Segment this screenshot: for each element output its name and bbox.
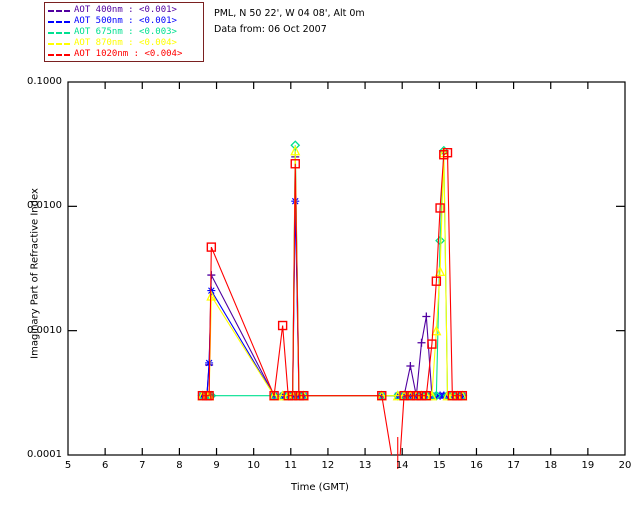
marker-square — [287, 390, 298, 401]
y-tick-label: 0.0010 — [27, 324, 62, 336]
marker-plus — [417, 338, 426, 347]
marker-square — [299, 390, 309, 401]
legend-item-label: AOT 675nm : <0.003> — [74, 27, 177, 37]
x-tick-label: 18 — [544, 460, 558, 471]
series-line — [202, 156, 463, 397]
marker-square — [427, 339, 437, 349]
x-axis-title: Time (GMT) — [291, 482, 349, 493]
legend: AOT 400nm : <0.001> AOT 500nm : <0.001> AO… — [44, 2, 204, 62]
x-tick-label: 11 — [284, 460, 298, 471]
y-axis-tick-labels: 0.0001 0.0010 0.0100 0.1000 — [6, 0, 62, 512]
y-tick-label: 0.0100 — [27, 200, 62, 212]
marker-square — [206, 242, 217, 252]
legend-item-label: AOT 870nm : <0.004> — [74, 38, 177, 48]
marker-triangle — [206, 290, 217, 301]
axis-ticks — [68, 82, 625, 455]
y-axis-title: Imaginary Part of Refractive Index — [29, 188, 41, 359]
series-2 — [197, 140, 468, 401]
legend-item-870nm: AOT 870nm : <0.004> — [48, 38, 200, 49]
legend-item-label: AOT 500nm : <0.001> — [74, 16, 177, 26]
marker-square — [431, 276, 442, 286]
series-0 — [198, 152, 467, 400]
marker-square — [435, 203, 445, 213]
x-axis-tick-labels: 5 6 7 8 9 10 11 12 13 14 15 16 17 18 19 20 — [0, 461, 640, 475]
marker-square — [399, 390, 409, 401]
x-tick-label: 13 — [358, 460, 372, 471]
marker-square — [411, 390, 422, 401]
series-line — [202, 145, 463, 397]
x-tick-label: 6 — [101, 460, 109, 471]
x-tick-label: 7 — [139, 460, 146, 471]
legend-item-1020nm: AOT 1020nm : <0.004> — [48, 49, 200, 60]
legend-item-400nm: AOT 400nm : <0.001> — [48, 5, 200, 16]
x-tick-label: 8 — [176, 460, 183, 471]
x-tick-label: 12 — [321, 460, 335, 471]
series-line — [202, 150, 463, 397]
marker-triangle — [442, 390, 453, 401]
y-tick-label: 0.0001 — [27, 449, 62, 460]
plot-frame — [67, 81, 626, 456]
series-line — [202, 151, 463, 455]
legend-item-label: AOT 1020nm : <0.004> — [74, 49, 183, 59]
series-1 — [198, 197, 467, 400]
x-tick-label: 10 — [247, 460, 261, 471]
y-tick-label: 0.1000 — [27, 76, 62, 87]
x-tick-label: 16 — [470, 460, 483, 471]
marker-triangle — [290, 145, 301, 156]
legend-line-swatch — [48, 53, 70, 56]
marker-square — [457, 390, 468, 401]
marker-square — [421, 390, 432, 401]
marker-square — [269, 390, 279, 401]
x-tick-label: 5 — [64, 460, 72, 471]
marker-triangle — [431, 325, 442, 336]
marker-square — [377, 390, 387, 401]
site-location-line: PML, N 50 22', W 04 08', Alt 0m — [214, 8, 365, 19]
marker-plus — [422, 312, 431, 321]
marker-square — [442, 148, 453, 158]
legend-line-swatch — [48, 42, 70, 45]
legend-line-swatch — [48, 31, 70, 34]
marker-square — [277, 320, 288, 331]
legend-line-swatch — [48, 9, 70, 12]
x-tick-label: 17 — [507, 460, 520, 471]
legend-item-675nm: AOT 675nm : <0.003> — [48, 27, 200, 38]
marker-square — [294, 390, 304, 401]
legend-line-swatch — [48, 20, 70, 23]
data-date-line: Data from: 06 Oct 2007 — [214, 24, 327, 35]
x-tick-label: 14 — [395, 460, 409, 471]
series-3 — [197, 145, 468, 401]
marker-square — [416, 390, 427, 401]
x-tick-label: 20 — [618, 460, 632, 471]
legend-item-500nm: AOT 500nm : <0.001> — [48, 16, 200, 27]
header-text-block: PML, N 50 22', W 04 08', Alt 0m Data fro… — [214, 6, 365, 38]
marker-diamond — [435, 235, 445, 246]
legend-item-label: AOT 400nm : <0.001> — [74, 5, 177, 15]
marker-triangle — [435, 265, 446, 276]
x-tick-label: 19 — [581, 460, 595, 471]
series-4 — [197, 148, 468, 455]
marker-diamond — [290, 140, 301, 151]
marker-square — [447, 390, 458, 401]
x-tick-label: 15 — [432, 460, 446, 471]
marker-square — [204, 390, 214, 401]
series-line — [202, 201, 463, 397]
marker-plus — [406, 361, 415, 370]
x-tick-label: 9 — [213, 460, 220, 471]
marker-square — [405, 390, 416, 401]
marker-square — [452, 390, 462, 401]
marker-square — [290, 159, 300, 169]
